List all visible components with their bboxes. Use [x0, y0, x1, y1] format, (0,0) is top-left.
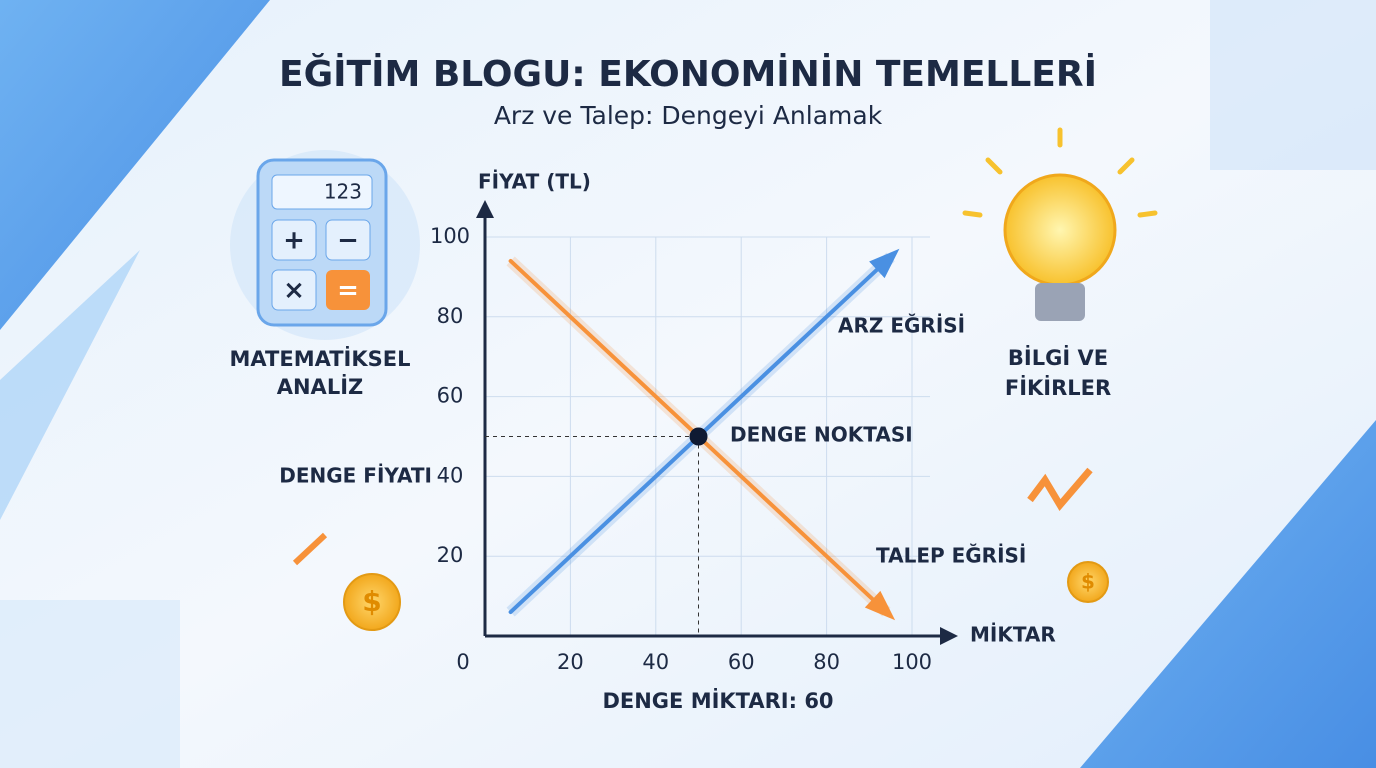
axis-title: FİYAT (TL) — [478, 170, 591, 194]
y-tick-label: 80 — [437, 304, 464, 328]
title: EĞİTİM BLOGU: EKONOMİNİN TEMELLERİ — [279, 53, 1097, 95]
annotation: DENGE MİKTARI: 60 — [602, 688, 833, 713]
x-tick-label: 80 — [813, 650, 840, 674]
side-label: ANALİZ — [277, 374, 364, 399]
calc-text: + — [283, 226, 305, 256]
y-tick-label: 60 — [437, 384, 464, 408]
calc-text: 123 — [324, 180, 362, 204]
y-tick-label: 20 — [437, 543, 464, 567]
bulb-rays — [962, 127, 1158, 218]
coin-symbol: $ — [362, 585, 381, 618]
decor — [1210, 0, 1376, 170]
calc-text: = — [337, 276, 359, 306]
side-label: MATEMATİKSEL — [230, 346, 411, 371]
annotation: DENGE NOKTASI — [730, 423, 913, 447]
lightbulb — [1003, 173, 1117, 287]
side-label: BİLGİ VE — [1008, 345, 1108, 370]
calc-key — [271, 219, 317, 261]
annotation: DENGE FİYATI — [279, 464, 432, 488]
subtitle: Arz ve Talep: Dengeyi Anlamak — [494, 101, 883, 130]
decor — [0, 0, 270, 330]
calc-key — [326, 270, 370, 310]
x-tick-label: 20 — [557, 650, 584, 674]
arrow-head — [864, 590, 896, 621]
axis-arrow — [940, 627, 958, 645]
decor — [0, 600, 180, 768]
axis-arrow — [476, 200, 494, 218]
arrow-head — [869, 248, 900, 279]
side-label: FİKİRLER — [1005, 375, 1111, 400]
series-label: ARZ EĞRİSİ — [838, 314, 965, 338]
x-tick-label: 100 — [892, 650, 932, 674]
coin — [343, 573, 401, 631]
coin-symbol: $ — [1081, 570, 1095, 594]
calc-text: − — [337, 226, 359, 256]
decor — [1080, 420, 1376, 768]
coin — [1067, 561, 1109, 603]
equilibrium-point — [689, 427, 708, 446]
y-tick-label: 100 — [430, 224, 470, 248]
x-tick-label: 40 — [642, 650, 669, 674]
x-tick-label: 0 — [456, 650, 469, 674]
axis-title: MİKTAR — [970, 623, 1056, 647]
decor — [0, 250, 140, 520]
calc-key — [271, 269, 317, 311]
series-label: TALEP EĞRİSİ — [876, 544, 1026, 568]
decor-arrow — [1027, 467, 1093, 511]
calc-display — [271, 174, 373, 210]
y-tick-label: 40 — [437, 463, 464, 487]
calc-key — [325, 219, 371, 261]
bulb-base — [1035, 283, 1085, 321]
x-tick-label: 60 — [728, 650, 755, 674]
decor-arrow — [292, 532, 328, 566]
calc-text: × — [283, 276, 305, 306]
